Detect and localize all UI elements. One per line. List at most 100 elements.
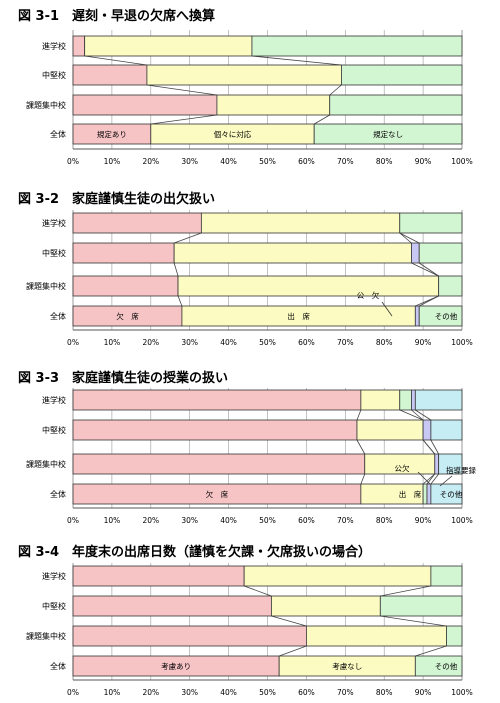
- series-label: その他: [440, 489, 463, 499]
- x-tick-label: 10%: [104, 688, 121, 697]
- connector-line: [422, 473, 436, 485]
- chart-3: 図 3-3 家庭謹慎生徒の授業の扱い 0% 10% 20% 30% 40% 50% 60% 70…: [18, 370, 476, 525]
- bar-segment: [270, 595, 381, 617]
- bar-segment: [418, 242, 463, 264]
- connector-line: [399, 409, 424, 421]
- bar-segment: [411, 389, 416, 411]
- chart-2: 図 3-2 家庭謹慎生徒の出欠扱い 0% 10% 20% 30% 40% 50% 60% 70%…: [18, 191, 473, 347]
- connector-line: [150, 114, 217, 125]
- x-tick-label: 50%: [259, 688, 276, 697]
- bar-segment: [243, 565, 432, 587]
- x-tick-label: 90%: [415, 157, 432, 166]
- connector-line: [313, 114, 330, 125]
- category-label: 全体: [50, 661, 66, 671]
- connector-line: [146, 84, 217, 96]
- category-label: 進学校: [42, 218, 66, 228]
- bar-segment: [434, 453, 440, 475]
- connector-line: [418, 262, 439, 277]
- bar-segment: [414, 389, 463, 411]
- bar-segment: [438, 453, 463, 475]
- category-label: 中堅校: [42, 425, 66, 435]
- bar-segment: [72, 242, 175, 264]
- bar-segment: [414, 305, 420, 327]
- category-label: 全体: [50, 129, 66, 139]
- series-label: 欠 席: [116, 311, 139, 321]
- bar-segment: [72, 595, 272, 617]
- x-tick-label: 20%: [142, 338, 159, 347]
- x-tick-label: 0%: [67, 157, 79, 166]
- x-tick-label: 80%: [376, 688, 393, 697]
- x-tick-label: 60%: [298, 338, 315, 347]
- x-tick-label: 0%: [67, 688, 79, 697]
- bar-segment: [251, 35, 463, 57]
- x-tick-label: 40%: [220, 338, 237, 347]
- x-tick-label: 100%: [451, 157, 472, 166]
- series-label: 規定あり: [97, 129, 127, 139]
- category-label: 全体: [50, 311, 66, 321]
- connector-line: [279, 645, 307, 657]
- category-label: 課題集中校: [26, 459, 66, 469]
- connector-line: [244, 585, 272, 597]
- x-tick-label: 90%: [415, 338, 432, 347]
- connector-line: [380, 615, 447, 627]
- x-tick-label: 60%: [298, 516, 315, 525]
- connector-line: [251, 55, 342, 66]
- x-tick-label: 30%: [181, 338, 198, 347]
- bar-segment: [430, 419, 463, 441]
- x-tick-label: 50%: [259, 516, 276, 525]
- bar-segment: [305, 625, 447, 647]
- bar-segment: [72, 94, 218, 116]
- x-tick-label: 70%: [337, 157, 354, 166]
- bar-segment: [329, 94, 463, 116]
- connector-line: [419, 295, 439, 307]
- bar-segment: [341, 64, 463, 86]
- connector-line: [380, 585, 431, 597]
- x-tick-label: 10%: [104, 516, 121, 525]
- bar-segment: [72, 419, 358, 441]
- bar-segment: [414, 655, 463, 677]
- bar-segment: [379, 595, 463, 617]
- x-tick-label: 50%: [259, 338, 276, 347]
- x-tick-label: 100%: [451, 688, 472, 697]
- series-label: 欠 席: [206, 489, 229, 499]
- connector-line: [415, 409, 432, 421]
- x-tick-label: 30%: [181, 688, 198, 697]
- bar-segment: [72, 275, 179, 297]
- x-tick-label: 50%: [259, 157, 276, 166]
- connector-line: [84, 55, 147, 66]
- category-label: 中堅校: [42, 70, 66, 80]
- bar-segment: [72, 389, 362, 411]
- connector-line: [356, 439, 366, 455]
- series-label: 公欠: [395, 463, 410, 473]
- series-label: 指導要録: [446, 465, 476, 475]
- connector-line: [174, 232, 202, 244]
- x-tick-label: 30%: [181, 157, 198, 166]
- x-tick-label: 70%: [337, 338, 354, 347]
- x-tick-label: 100%: [451, 516, 472, 525]
- connector-line: [430, 439, 440, 455]
- x-tick-label: 10%: [104, 157, 121, 166]
- x-tick-label: 90%: [415, 516, 432, 525]
- x-tick-label: 60%: [298, 688, 315, 697]
- category-label: 進学校: [42, 395, 66, 405]
- bar-segment: [177, 275, 440, 297]
- bar-segment: [84, 35, 253, 57]
- bar-segment: [422, 483, 428, 505]
- x-tick-label: 90%: [415, 688, 432, 697]
- bar-segment: [418, 305, 463, 327]
- x-tick-label: 20%: [142, 516, 159, 525]
- x-tick-label: 80%: [376, 157, 393, 166]
- x-tick-label: 0%: [67, 516, 79, 525]
- x-tick-label: 30%: [181, 516, 198, 525]
- bar-segment: [313, 123, 463, 145]
- chart-title: 図 3-1 遅刻・早退の欠席へ換算: [18, 8, 215, 24]
- bar-segment: [430, 565, 463, 587]
- bar-segment: [426, 483, 432, 505]
- bar-segment: [146, 64, 342, 86]
- chart-1: 図 3-1 遅刻・早退の欠席へ換算 0% 10% 20% 30% 40% 50% 60% 70%…: [18, 8, 473, 166]
- bar-segment: [72, 212, 202, 234]
- bar-segment: [216, 94, 331, 116]
- connector-line: [360, 473, 366, 485]
- series-label: 考慮あり: [161, 661, 191, 671]
